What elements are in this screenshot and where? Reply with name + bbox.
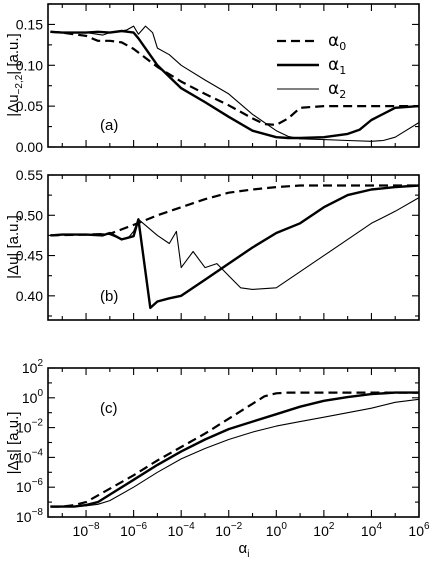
panel-b-y-label: |Δu| [a.u.]	[5, 215, 22, 279]
y-tick-label: 10−6	[16, 477, 43, 495]
y-tick-label: 10−2	[16, 418, 43, 436]
panel-a-series	[50, 25, 420, 142]
series-alpha1-panel-c	[50, 391, 419, 508]
panel-a-tag: (a)	[100, 117, 118, 134]
panel-b-series	[50, 184, 420, 310]
panel-b: 0.40 0.45 0.50 0.55 (b) |Δu| [a.u.]	[5, 167, 420, 321]
series-alpha1-panel-a	[50, 29, 420, 140]
x-tick-label: 10−8	[73, 521, 100, 539]
x-tick-label: 10−2	[215, 521, 242, 539]
y-tick-label: 0.55	[16, 167, 43, 183]
x-tick-label: 10−6	[120, 521, 147, 539]
y-tick-label: 10−4	[16, 447, 43, 465]
panel-b-tag: (b)	[100, 288, 118, 305]
panel-c-tag: (c)	[100, 400, 118, 417]
series-alpha2-panel-a	[50, 25, 420, 142]
panel-a: 0.00 0.05 0.10 0.15 (a) |Δu−2,2| [a.u.] α0 …	[5, 3, 420, 155]
x-tick-label: 106	[408, 521, 430, 539]
y-tick-label: 102	[22, 358, 44, 376]
series-alpha2-panel-c	[50, 398, 420, 508]
y-tick-label: 100	[22, 388, 44, 406]
y-tick-label: 0.40	[16, 288, 43, 304]
panel-c-ticks: 10−8 10−6 10−4 10−2 100 102 10−8 10−6 10−4 10−2 10…	[16, 358, 430, 539]
panel-a-ticks: 0.00 0.05 0.10 0.15	[16, 3, 420, 155]
legend-label-alpha1: α1	[328, 55, 346, 77]
panel-c-frame	[47, 367, 420, 518]
y-tick-label: 0.45	[16, 248, 43, 264]
panel-b-ticks: 0.40 0.45 0.50 0.55	[16, 167, 420, 320]
y-tick-label: 0.50	[16, 207, 43, 223]
x-tick-label: 100	[266, 521, 288, 539]
panel-c-y-label: |Δs| [a.u.]	[5, 412, 22, 475]
y-tick-label: 0.10	[16, 57, 43, 73]
panel-c: 10−8 10−6 10−4 10−2 100 102 10−8 10−6 10−4 10−2 10…	[5, 358, 430, 560]
y-tick-label: 10−8	[16, 507, 43, 525]
y-tick-label: 0.05	[16, 98, 43, 114]
panel-a-frame	[47, 3, 420, 148]
series-alpha0-panel-b	[50, 184, 419, 237]
x-axis-label: αi	[239, 540, 250, 560]
x-tick-label: 104	[361, 521, 383, 539]
series-alpha0-panel-a	[50, 30, 419, 127]
series-alpha2-panel-b	[50, 197, 420, 290]
panel-a-y-label: |Δu−2,2| [a.u.]	[5, 33, 25, 116]
series-alpha0-panel-c	[50, 391, 419, 508]
legend-label-alpha0: α0	[328, 31, 346, 53]
legend-label-alpha2: α2	[328, 79, 346, 101]
legend: α0 α1 α2	[277, 31, 346, 101]
panel-c-series	[50, 391, 420, 508]
y-tick-label: 0.15	[16, 16, 43, 32]
x-tick-label: 102	[313, 521, 335, 539]
x-tick-label: 10−4	[168, 521, 195, 539]
y-tick-label: 0.00	[16, 139, 43, 155]
panel-b-frame	[47, 174, 420, 321]
